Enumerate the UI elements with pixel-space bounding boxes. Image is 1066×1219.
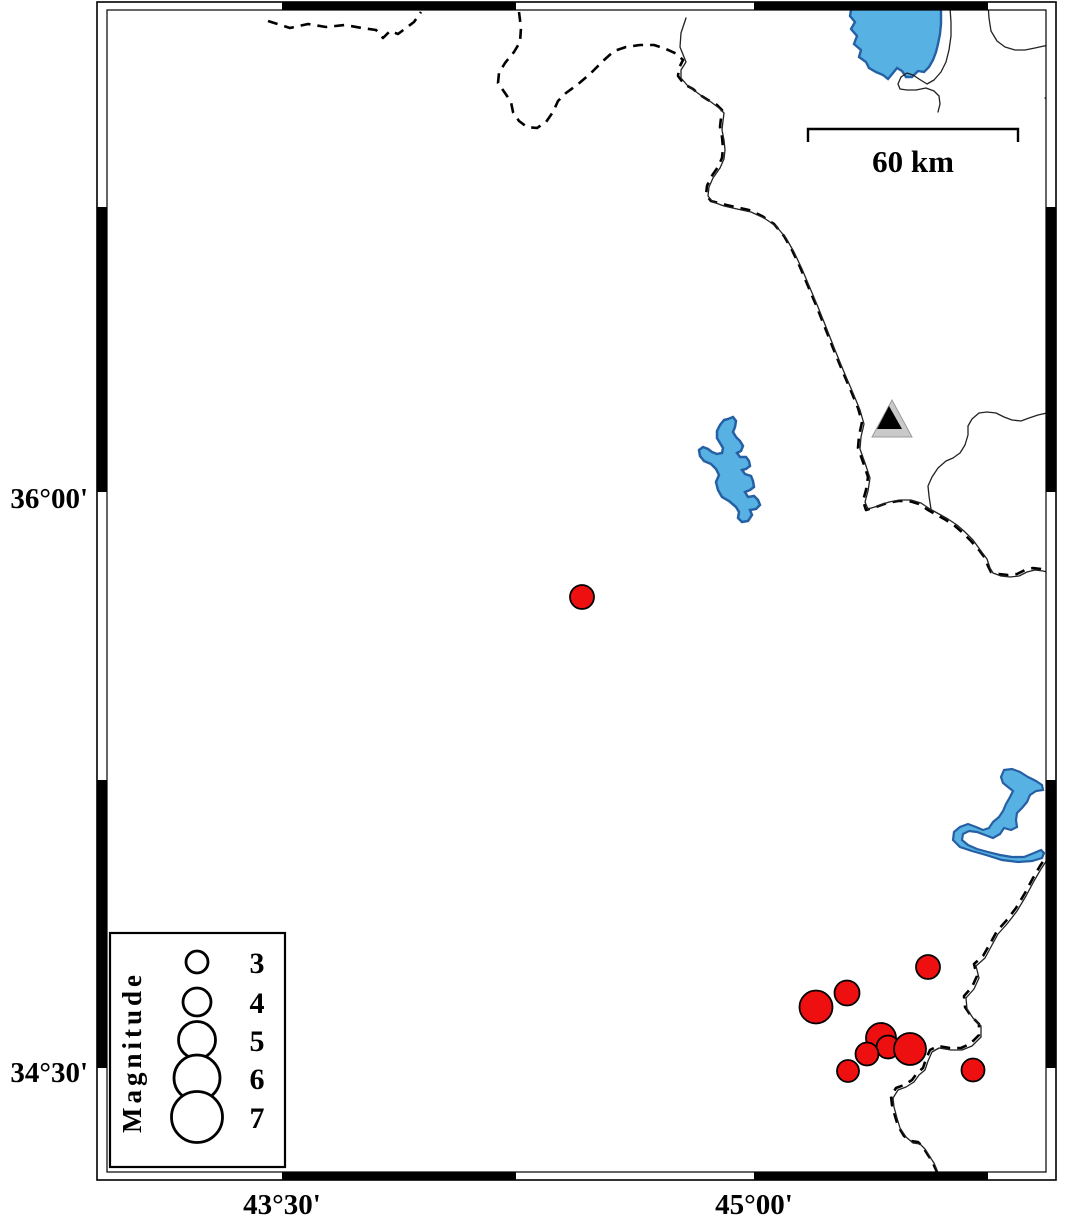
earthquake-marker: [854, 1041, 880, 1067]
frame-tick-segment: [754, 1172, 988, 1180]
axis-label-lon-43-30: 43°30': [243, 1189, 321, 1219]
axis-label-lon-45-00: 45°00': [715, 1189, 793, 1219]
river-corner-hook: [1044, 97, 1046, 100]
frame-tick-segment: [97, 207, 107, 492]
river-northeast-branch: [927, 411, 1046, 510]
legend-title: Magnitude: [117, 971, 147, 1133]
earthquake-marker: [569, 584, 595, 610]
border-dashed-southeast: [889, 855, 1046, 1172]
scale-bar-label: 60 km: [872, 144, 954, 179]
legend-value: 5: [250, 1025, 265, 1058]
legend-circle: [184, 949, 210, 975]
legend-circle: [181, 986, 213, 1018]
legend-entries: 3 4 5 6 7: [170, 947, 265, 1144]
axis-label-lat-36: 36°00': [10, 483, 88, 515]
legend-box: Magnitude 3 4 5 6 7: [108, 931, 287, 1169]
lake-top-right: [848, 10, 943, 81]
axis-label-lat-34-30: 34°30': [10, 1057, 88, 1089]
river-topright-shoreline: [897, 10, 952, 113]
legend-value: 6: [250, 1063, 265, 1096]
station-triangle-icon: [871, 398, 913, 438]
legend-value: 4: [250, 987, 265, 1020]
frame-tick-segment: [97, 780, 107, 1068]
river-topright-corner: [987, 10, 1046, 51]
earthquake-marker: [833, 979, 861, 1007]
frame-tick-segment: [754, 2, 988, 10]
frame-tick-segment: [282, 1172, 516, 1180]
border-dashed-topleft: [267, 11, 423, 40]
earthquake-marker: [960, 1057, 986, 1083]
earthquake-marker: [893, 1032, 927, 1066]
frame-tick-segment: [282, 2, 516, 10]
river-main-border: [679, 17, 1046, 578]
border-dashed-main: [496, 11, 1046, 577]
lake-center: [697, 415, 762, 524]
earthquake-marker: [798, 989, 834, 1025]
legend-value: 7: [250, 1102, 265, 1135]
frame-tick-segment: [1046, 780, 1056, 1068]
legend-circle: [177, 1020, 217, 1060]
earthquake-marker: [836, 1059, 860, 1083]
earthquake-marker: [915, 954, 941, 980]
earthquake-layer: [569, 584, 986, 1083]
legend-value: 3: [250, 947, 265, 980]
frame-tick-segment: [1046, 207, 1056, 492]
lake-right: [951, 767, 1046, 864]
map-frame: [96, 1, 1057, 1181]
scale-bar: 60 km: [806, 127, 1020, 179]
river-southeast: [892, 860, 1046, 1171]
legend-circle: [170, 1090, 224, 1144]
